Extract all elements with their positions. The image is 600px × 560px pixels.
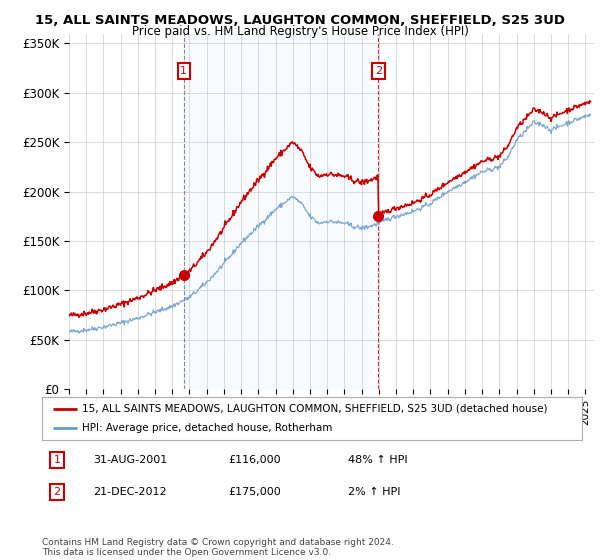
Text: £116,000: £116,000 <box>228 455 281 465</box>
Text: Contains HM Land Registry data © Crown copyright and database right 2024.
This d: Contains HM Land Registry data © Crown c… <box>42 538 394 557</box>
Text: 2: 2 <box>53 487 61 497</box>
Text: 2: 2 <box>375 66 382 76</box>
Text: HPI: Average price, detached house, Rotherham: HPI: Average price, detached house, Roth… <box>83 423 333 433</box>
Text: 1: 1 <box>181 66 187 76</box>
Text: 31-AUG-2001: 31-AUG-2001 <box>93 455 167 465</box>
Text: 48% ↑ HPI: 48% ↑ HPI <box>348 455 407 465</box>
Text: 21-DEC-2012: 21-DEC-2012 <box>93 487 167 497</box>
Text: 15, ALL SAINTS MEADOWS, LAUGHTON COMMON, SHEFFIELD, S25 3UD (detached house): 15, ALL SAINTS MEADOWS, LAUGHTON COMMON,… <box>83 404 548 413</box>
Text: 2% ↑ HPI: 2% ↑ HPI <box>348 487 401 497</box>
Text: 15, ALL SAINTS MEADOWS, LAUGHTON COMMON, SHEFFIELD, S25 3UD: 15, ALL SAINTS MEADOWS, LAUGHTON COMMON,… <box>35 14 565 27</box>
Text: Price paid vs. HM Land Registry's House Price Index (HPI): Price paid vs. HM Land Registry's House … <box>131 25 469 38</box>
Text: 1: 1 <box>53 455 61 465</box>
Text: £175,000: £175,000 <box>228 487 281 497</box>
Bar <box>184 34 379 389</box>
